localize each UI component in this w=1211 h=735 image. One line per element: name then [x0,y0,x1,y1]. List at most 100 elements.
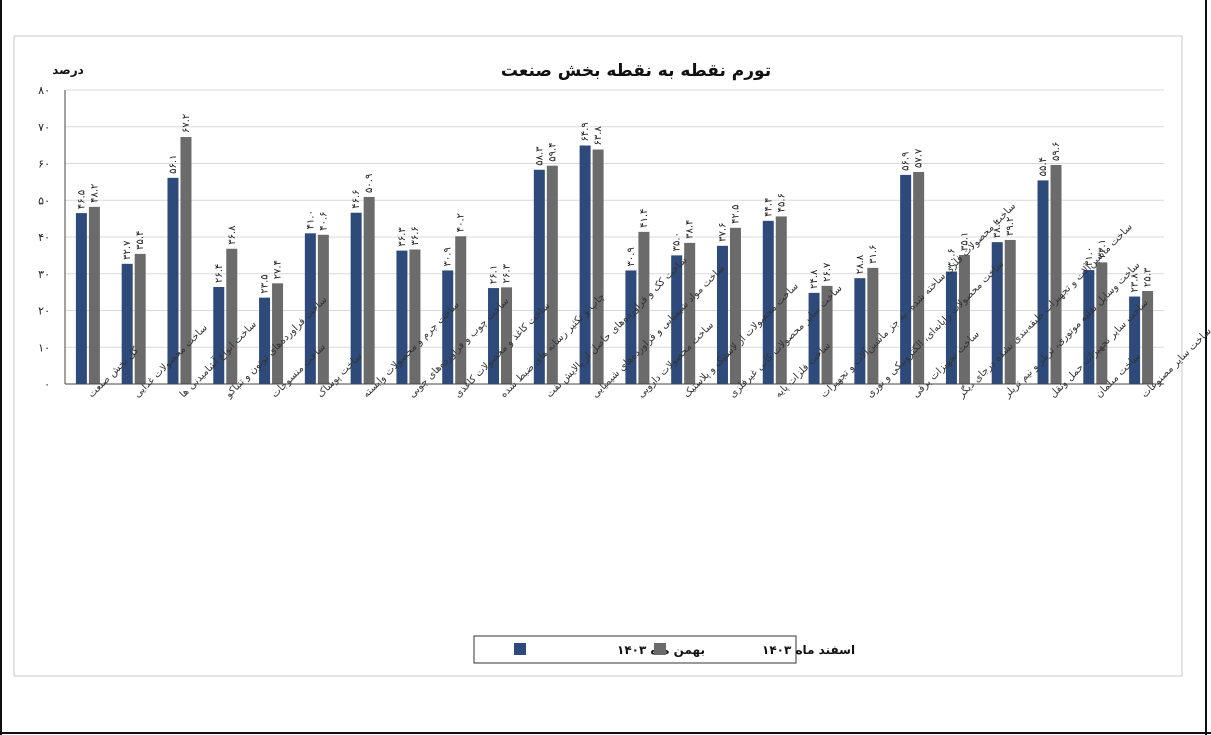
bar-series-1 [900,174,912,384]
legend-swatch-series-2 [654,643,666,655]
bar-series-1 [121,263,133,384]
bar-series-1 [304,233,316,384]
data-label-series-1: ۳۰.۹ [443,247,454,266]
y-tick-label: ۴۰ [38,231,50,244]
bar-series-2 [501,287,513,384]
data-label-series-2: ۳۱.۶ [868,245,879,264]
data-label-series-1: ۵۸.۳ [534,146,545,166]
bar-series-2 [592,149,604,384]
bar-series-2 [729,227,741,384]
data-label-series-1: ۴۶.۵ [76,190,87,209]
bar-series-2 [1142,291,1154,384]
data-label-series-2: ۴۰.۶ [318,211,329,230]
bar-series-1 [671,255,683,384]
bar-series-2 [867,267,879,384]
data-label-series-1: ۳۰.۶ [946,248,957,267]
chart-title: تورم نقطه به نقطه بخش صنعت [501,61,771,81]
data-label-series-2: ۶۷.۲ [181,114,192,133]
bar-series-2 [272,283,284,384]
y-tick-label: ۵۰ [38,194,50,207]
data-label-series-1: ۳۵.۰ [672,232,683,251]
bar-series-2 [134,253,146,384]
data-label-series-2: ۲۷.۴ [273,260,284,279]
data-label-series-1: ۳۷.۶ [717,223,728,242]
data-label-series-2: ۴۱.۴ [639,209,650,228]
data-label-series-1: ۶۴.۹ [580,122,591,141]
data-label-series-2: ۲۶.۳ [502,263,513,283]
data-labels: ۴۶.۵ ۴۸.۲ ۳۲.۷۳۵.۴ ۵۶.۱ ۶۷.۲ ۲۶.۴ ۳۶.۸ ۲۳.۵۲۷.۴… [76,114,1153,294]
bar-series-2 [226,248,238,384]
data-label-series-2: ۲۵.۳ [1143,267,1154,287]
data-label-series-1: ۲۸.۸ [855,254,866,274]
y-tick-label: ۶۰ [38,158,50,171]
bar-series-1 [442,270,454,384]
bar-series-1 [75,213,87,384]
y-axis-ticks: ۰ ۱۰ ۲۰ ۳۰ ۴۰ ۵۰ ۶۰ ۷۰ ۸۰ [38,84,50,391]
bar-series-2 [88,206,100,384]
bar-series-2 [775,216,787,384]
bar-series-1 [396,250,408,384]
bar-series-1 [167,177,179,384]
data-label-series-2: ۳۳.۱ [1097,239,1108,258]
chart-border [13,35,1183,677]
legend: بهمن ماه ۱۴۰۳ اسفند ماه ۱۴۰۳ [473,635,855,664]
data-label-series-1: ۲۴.۸ [809,269,820,289]
bar-series-2 [1050,164,1062,384]
bar-series-1 [488,288,500,384]
legend-label-series-2: اسفند ماه ۱۴۰۳ [762,643,855,657]
data-label-series-1: ۴۴.۴ [763,198,774,217]
y-tick-label: ۳۰ [38,268,50,281]
data-label-series-2: ۳۶.۶ [410,226,421,245]
bar-series-2 [958,255,970,384]
bar-series-1 [1129,296,1141,384]
data-label-series-2: ۳۶.۸ [227,225,238,245]
data-label-series-1: ۴۱.۰ [305,210,316,229]
data-label-series-1: ۳۰.۹ [626,247,637,266]
data-label-series-1: ۵۶.۹ [901,152,912,171]
data-label-series-2: ۵۷.۷ [914,148,925,168]
y-tick-label: ۱۰ [38,341,50,354]
data-label-series-1: ۲۶.۴ [214,264,225,283]
bar-series-1 [1037,180,1049,384]
bar-series-2 [1004,239,1016,384]
bar-series-1 [259,297,271,384]
bar-series-1 [854,278,866,384]
data-label-series-1: ۵۵.۴ [1038,157,1049,176]
data-label-series-2: ۳۸.۴ [685,220,696,239]
bar-series-2 [455,236,467,384]
bar-series-1 [1083,270,1095,384]
bar-series-2 [317,234,329,384]
data-label-series-2: ۳۵.۴ [135,231,146,250]
bars [75,137,1154,384]
data-label-series-1: ۳۶.۳ [397,227,408,247]
data-label-series-1: ۵۶.۱ [168,155,179,174]
legend-box [473,635,797,664]
bar-series-1 [213,286,225,384]
data-label-series-1: ۴۶.۶ [351,189,362,208]
bar-series-1 [625,270,637,384]
bar-series-2 [684,242,696,384]
data-label-series-2: ۴۲.۵ [730,205,741,224]
bar-series-1 [762,220,774,384]
data-label-series-2: ۵۰.۹ [364,174,375,193]
data-label-series-2: ۴۰.۲ [456,213,467,232]
bar-series-2 [1096,262,1108,384]
bar-series-2 [821,285,833,384]
bar-series-1 [808,292,820,384]
data-label-series-2: ۲۶.۷ [822,262,833,282]
bar-series-2 [638,231,650,384]
y-tick-label: ۷۰ [38,121,50,134]
data-label-series-1: ۲۶.۱ [489,265,500,284]
data-label-series-1: ۲۳.۸ [1130,273,1141,293]
y-tick-label: ۰ [44,378,50,391]
data-label-series-2: ۳۹.۲ [1005,217,1016,236]
bar-series-2 [546,165,558,384]
data-label-series-1: ۳۱.۰ [1084,247,1095,266]
gridlines [65,89,1164,348]
bar-series-1 [991,242,1003,384]
bar-series-1 [716,245,728,384]
data-label-series-2: ۴۸.۲ [89,184,100,203]
legend-swatch-series-1 [514,643,526,655]
